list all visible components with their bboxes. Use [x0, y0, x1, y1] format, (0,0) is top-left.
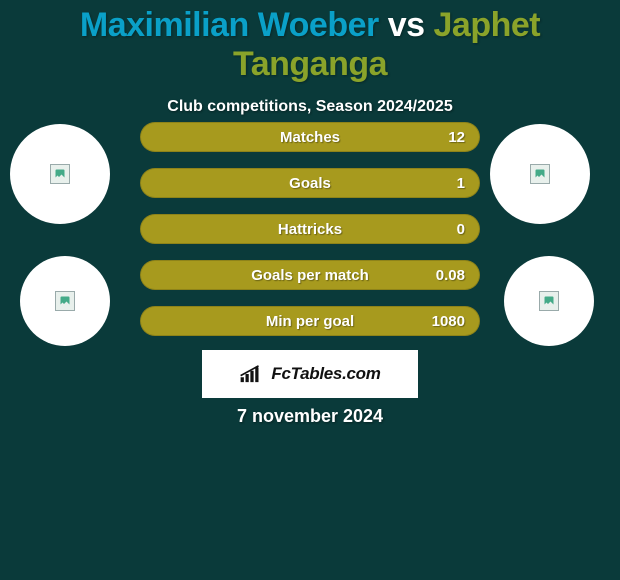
- comparison-title: Maximilian Woeber vs Japhet Tanganga: [0, 0, 620, 84]
- stat-label: Min per goal: [141, 307, 479, 335]
- stat-row-goals: Goals 1: [140, 168, 480, 198]
- stat-label: Goals per match: [141, 261, 479, 289]
- stat-row-matches: Matches 12: [140, 122, 480, 152]
- stat-value: 0.08: [436, 261, 465, 289]
- stat-label: Matches: [141, 123, 479, 151]
- stat-value: 1080: [432, 307, 465, 335]
- stat-row-min-per-goal: Min per goal 1080: [140, 306, 480, 336]
- stats-list: Matches 12 Goals 1 Hattricks 0 Goals per…: [140, 122, 480, 352]
- vs-label: vs: [388, 6, 425, 44]
- broken-image-icon: [530, 164, 550, 184]
- stat-label: Hattricks: [141, 215, 479, 243]
- brand-text: FcTables.com: [271, 364, 380, 384]
- stat-value: 0: [457, 215, 465, 243]
- broken-image-icon: [50, 164, 70, 184]
- broken-image-icon: [55, 291, 75, 311]
- player1-avatar: [10, 124, 110, 224]
- stat-value: 1: [457, 169, 465, 197]
- subtitle: Club competitions, Season 2024/2025: [0, 98, 620, 116]
- player2-club-badge: [504, 256, 594, 346]
- player1-name: Maximilian Woeber: [80, 6, 379, 44]
- player2-avatar: [490, 124, 590, 224]
- stat-value: 12: [448, 123, 465, 151]
- broken-image-icon: [539, 291, 559, 311]
- brand-watermark: FcTables.com: [202, 350, 418, 398]
- date-label: 7 november 2024: [0, 406, 620, 427]
- stat-row-goals-per-match: Goals per match 0.08: [140, 260, 480, 290]
- stat-row-hattricks: Hattricks 0: [140, 214, 480, 244]
- stat-label: Goals: [141, 169, 479, 197]
- player1-club-badge: [20, 256, 110, 346]
- bar-chart-icon: [239, 363, 265, 385]
